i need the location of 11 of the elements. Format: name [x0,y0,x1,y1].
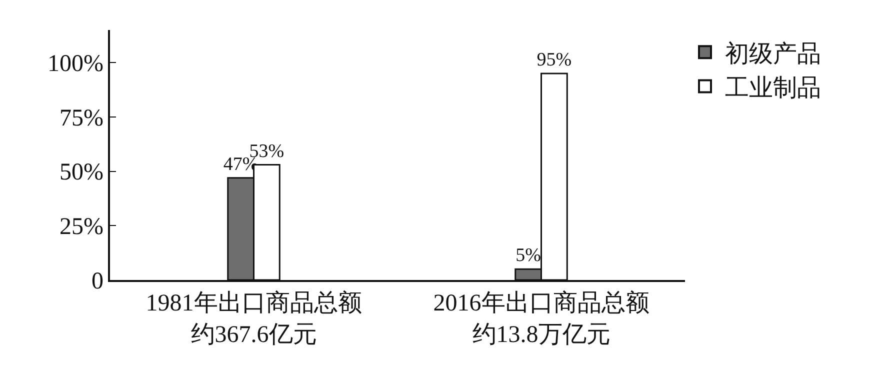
x-tick-label: 1981年出口商品总额约367.6亿元 [146,290,362,348]
y-tick-label: 25% [59,214,104,240]
legend-label: 初级产品 [725,40,821,68]
data-label: 5% [516,245,542,266]
x-tick-label: 2016年出口商品总额约13.8万亿元 [433,290,650,348]
y-tick-label: 75% [59,105,104,132]
y-tick-label: 50% [59,160,104,186]
data-label: 95% [536,49,572,70]
y-tick-label: 0 [91,268,104,294]
legend-label: 工业制品 [725,76,821,102]
y-tick-label: 100% [47,51,104,78]
